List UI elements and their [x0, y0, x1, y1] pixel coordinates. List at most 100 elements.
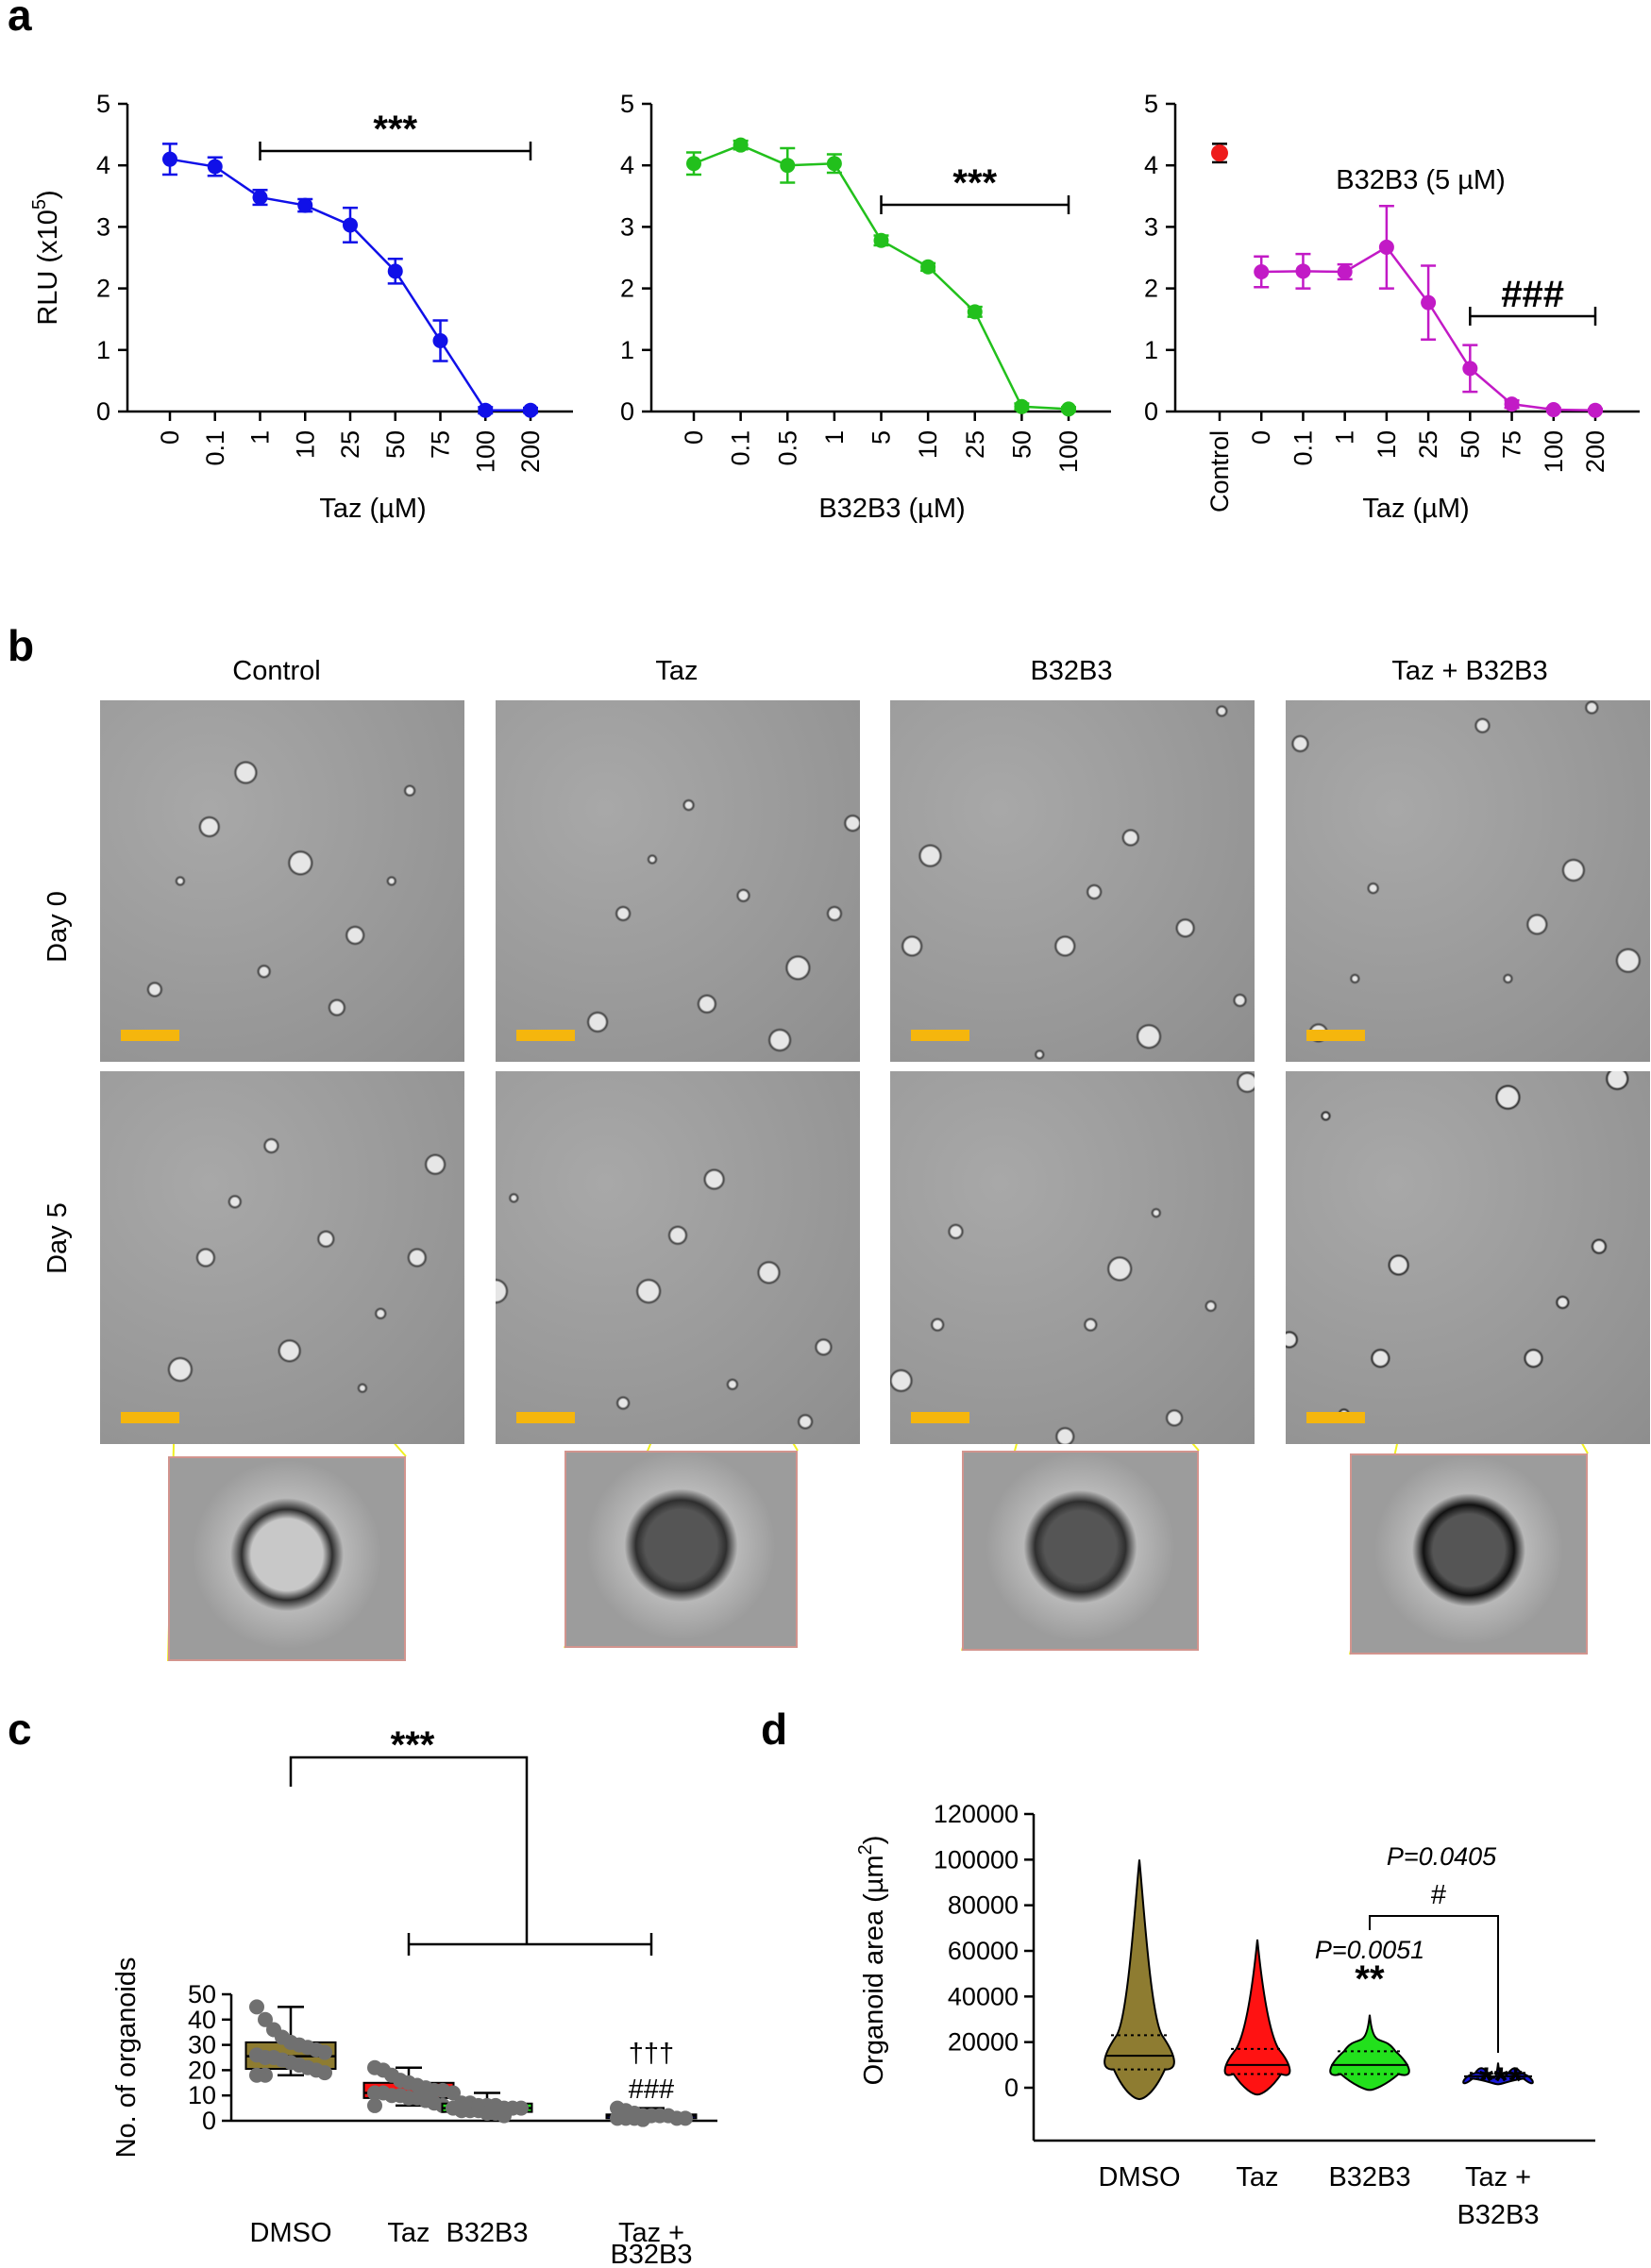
- data-point: [635, 2111, 650, 2127]
- data-point: [920, 259, 936, 275]
- y-tick-label: 100000: [934, 1845, 1019, 1873]
- data-point: [1462, 361, 1478, 377]
- panel-letter-c: c: [8, 1705, 32, 1754]
- col-header-b32b3: B32B3: [1030, 656, 1112, 686]
- x-tick-label: 75: [427, 430, 455, 459]
- y-tick-label: 2: [96, 275, 110, 303]
- sig-bracket: [1369, 1915, 1499, 2053]
- y-tick-label: 40: [188, 2006, 216, 2034]
- micrograph-day0-col1: [100, 700, 464, 1062]
- x-tick-label: B32B3: [1457, 2200, 1539, 2230]
- x-tick-label: 5: [868, 430, 896, 445]
- y-tick-label: 4: [96, 151, 110, 179]
- x-tick-label: 25: [336, 430, 364, 459]
- x-tick-label: 0: [156, 430, 184, 445]
- significance-marker: ***: [373, 109, 417, 150]
- x-tick-label: 50: [1007, 430, 1036, 459]
- significance-marker: ###: [1501, 274, 1564, 315]
- x-tick-label: 10: [914, 430, 942, 459]
- y-label-end: ): [859, 1836, 889, 1845]
- significance-b32b3: **: [1355, 1958, 1385, 2000]
- data-point: [297, 197, 313, 213]
- significance-dagger: †††: [629, 2039, 674, 2069]
- x-axis-label: Taz (µM): [1362, 494, 1469, 524]
- y-tick-label: 5: [1144, 90, 1158, 118]
- scale-bar: [1306, 1412, 1365, 1423]
- scale-bar: [121, 1412, 179, 1423]
- micrograph-day5-col2: [496, 1071, 860, 1444]
- y-tick-label: 2: [1144, 275, 1158, 303]
- data-point: [1545, 402, 1561, 418]
- data-point: [1378, 239, 1394, 255]
- series-line: [693, 143, 1070, 411]
- data-point: [780, 158, 796, 174]
- chart-a-combination: 0 1 2 3 4 5 Control 0 0.1 1 10 25 50 75 100 200 ### Taz (…: [1144, 90, 1640, 524]
- data-point: [387, 263, 403, 279]
- x-tick-label: 1: [1331, 430, 1359, 445]
- data-point: [1421, 294, 1437, 311]
- x-tick-label: 0.5: [773, 430, 801, 466]
- scale-bar: [516, 1030, 575, 1041]
- scale-bar: [1306, 1030, 1365, 1041]
- x-tick-label: 75: [1498, 430, 1526, 459]
- y-tick-label: 0: [96, 397, 110, 426]
- y-tick-label: 3: [620, 212, 634, 241]
- y-tick-label: 4: [620, 151, 634, 179]
- data-point: [162, 151, 177, 167]
- data-point: [686, 156, 701, 172]
- data-point: [733, 137, 749, 153]
- data-point: [873, 232, 889, 248]
- y-tick-label: 3: [96, 212, 110, 241]
- x-tick-label: 0: [1247, 430, 1275, 445]
- y-tick-label: 0: [1004, 2074, 1019, 2102]
- y-tick-label: 5: [620, 90, 634, 118]
- y-axis-label: Organoid area (µm2): [855, 1836, 889, 2086]
- data-point: [678, 2110, 693, 2126]
- x-tick-label: B32B3: [446, 2218, 528, 2248]
- zoom-inset-col4: [1350, 1453, 1588, 1655]
- x-tick-label: 10: [291, 430, 319, 459]
- x-axis-label: B32B3 (µM): [818, 494, 965, 524]
- x-tick-label: Taz +: [618, 2218, 684, 2248]
- data-point: [446, 2085, 461, 2101]
- data-point: [497, 2108, 512, 2124]
- zoom-inset-col1: [168, 1456, 406, 1661]
- col-header-control: Control: [232, 656, 321, 686]
- x-tick-label: 0.1: [201, 430, 229, 466]
- control-point: [1211, 144, 1228, 162]
- data-point: [967, 304, 983, 320]
- x-tick-label: 0.1: [1289, 430, 1317, 466]
- data-point: [258, 2067, 273, 2083]
- x-tick-label: Taz +: [1465, 2162, 1531, 2192]
- zoom-inset-col3: [962, 1451, 1199, 1651]
- x-tick-label: Taz: [1236, 2162, 1278, 2192]
- x-tick-label: 50: [381, 430, 410, 459]
- data-point: [1061, 401, 1076, 417]
- y-tick-label: 2: [620, 275, 634, 303]
- y-tick-label: 50: [188, 1980, 216, 2008]
- micrograph-day5-col4: [1286, 1071, 1650, 1444]
- y-axis-label: RLU (x105): [29, 190, 63, 325]
- data-point: [252, 190, 268, 206]
- y-tick-label: 20000: [948, 2028, 1019, 2057]
- data-point: [207, 159, 223, 175]
- x-tick-label: 100: [1540, 430, 1568, 473]
- scale-bar: [911, 1030, 969, 1041]
- row-label-day0: Day 0: [42, 891, 73, 963]
- data-point: [1254, 263, 1270, 279]
- x-axis-label: Taz (µM): [319, 494, 426, 524]
- significance-bracket-hash: #: [1431, 1880, 1446, 1910]
- scale-bar: [121, 1030, 179, 1041]
- micrograph-day5-col3: [890, 1071, 1255, 1444]
- x-tick-label: 100: [471, 430, 499, 473]
- y-tick-label: 30: [188, 2031, 216, 2059]
- data-point: [1295, 263, 1311, 279]
- y-axis-label: No. of organoids: [111, 1957, 142, 2159]
- x-tick-label: Control: [1205, 430, 1234, 512]
- x-tick-label: 200: [516, 430, 545, 473]
- panel-letter-b: b: [8, 621, 34, 670]
- y-tick-label: 60000: [948, 1937, 1019, 1965]
- y-label-main: RLU (x10: [33, 210, 63, 326]
- data-point: [478, 402, 494, 418]
